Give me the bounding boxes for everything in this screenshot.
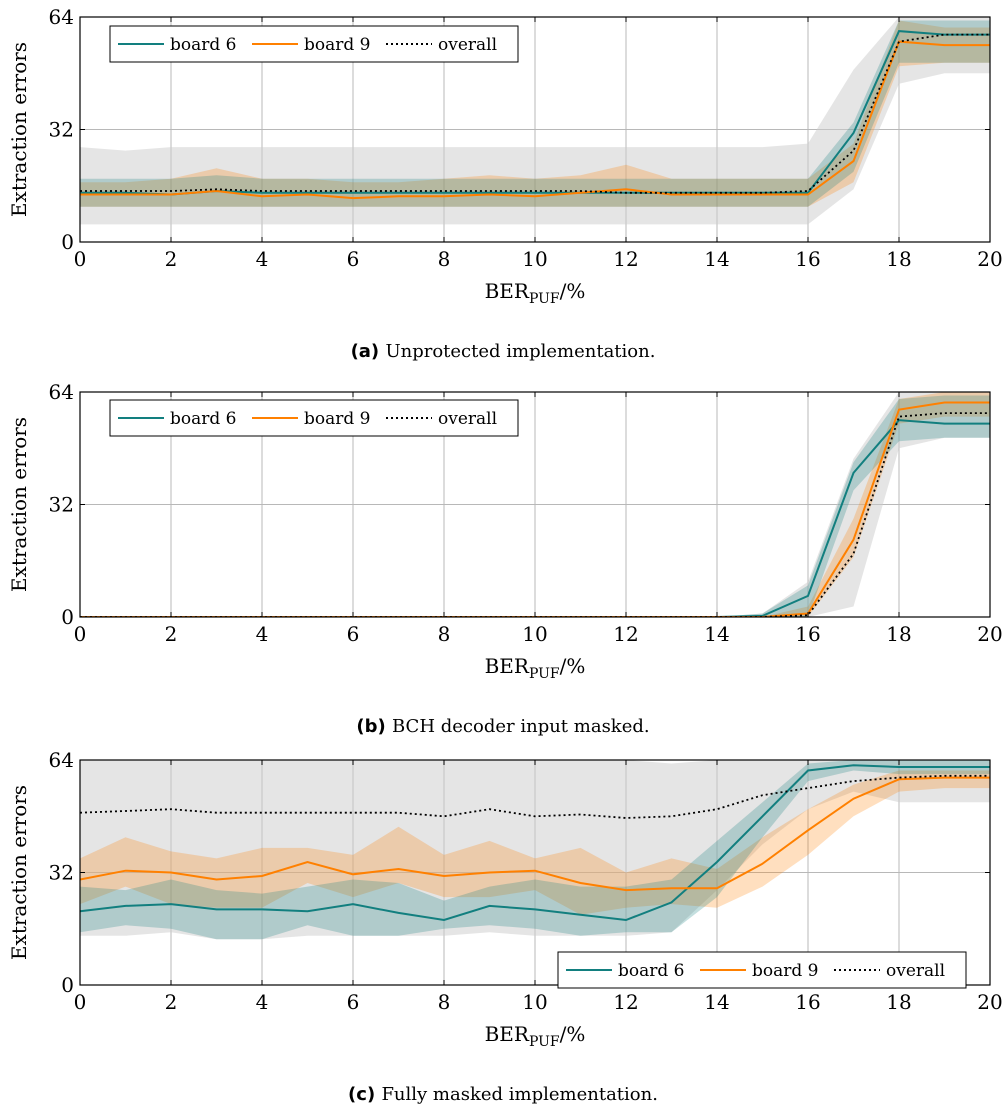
plot-area bbox=[80, 760, 990, 940]
x-tick-label: 8 bbox=[438, 990, 451, 1014]
legend-label-board-9: board 9 bbox=[304, 409, 370, 429]
series-line-board-6 bbox=[80, 419, 990, 617]
series-line-overall bbox=[80, 33, 990, 194]
x-tick-label: 0 bbox=[74, 622, 87, 646]
x-tick-label: 20 bbox=[977, 990, 1002, 1014]
x-tick-label: 14 bbox=[704, 990, 729, 1014]
x-tick-label: 16 bbox=[795, 247, 820, 271]
x-tick-label: 12 bbox=[613, 247, 638, 271]
legend-label-overall: overall bbox=[438, 409, 497, 429]
x-tick-label: 8 bbox=[438, 247, 451, 271]
y-tick-label: 64 bbox=[49, 748, 74, 772]
x-tick-label: 16 bbox=[795, 622, 820, 646]
x-tick-label: 20 bbox=[977, 622, 1002, 646]
band-board-6 bbox=[80, 20, 990, 207]
y-tick-label: 0 bbox=[61, 605, 74, 629]
x-axis-label: BERPUF/% bbox=[485, 279, 586, 307]
y-tick-label: 0 bbox=[61, 973, 74, 997]
x-tick-label: 12 bbox=[613, 990, 638, 1014]
y-axis-label: Extraction errors bbox=[7, 42, 31, 217]
band-board-9 bbox=[80, 770, 990, 915]
band-board-9 bbox=[80, 20, 990, 207]
legend-label-board-9: board 9 bbox=[752, 961, 818, 981]
legend-label-board-6: board 6 bbox=[618, 961, 684, 981]
y-tick-label: 32 bbox=[49, 861, 74, 885]
chart-panel-1: 0 2 4 6 8 10 12 14 16 18 20 0 32 64 Extraction errors B… bbox=[7, 5, 1003, 362]
series-line-board-9 bbox=[80, 776, 990, 892]
x-tick-label: 18 bbox=[886, 622, 911, 646]
x-tick-label: 2 bbox=[165, 990, 178, 1014]
legend-label-overall: overall bbox=[438, 35, 497, 55]
legend: board 6 board 9 overall bbox=[109, 399, 519, 437]
chart-panel-3: 0 2 4 6 8 10 12 14 16 18 20 0 32 64 Extraction errors B… bbox=[7, 748, 1003, 1105]
y-tick-label: 32 bbox=[49, 118, 74, 142]
legend-label-board-9: board 9 bbox=[304, 35, 370, 55]
x-tick-label: 10 bbox=[522, 247, 547, 271]
x-axis-label: BERPUF/% bbox=[485, 1022, 586, 1050]
x-axis-label: BERPUF/% bbox=[485, 654, 586, 682]
y-axis-label: Extraction errors bbox=[7, 785, 31, 960]
x-tick-label: 14 bbox=[704, 247, 729, 271]
x-tick-label: 18 bbox=[886, 247, 911, 271]
series-line-board-6 bbox=[80, 30, 990, 196]
plot-area bbox=[80, 392, 990, 617]
band-board-9 bbox=[80, 392, 990, 617]
x-tick-label: 12 bbox=[613, 622, 638, 646]
y-tick-label: 64 bbox=[49, 5, 74, 29]
x-tick-label: 4 bbox=[256, 990, 269, 1014]
series-line-board-6 bbox=[80, 764, 990, 922]
series-line-overall bbox=[80, 774, 990, 819]
legend-box bbox=[109, 399, 519, 437]
x-tick-label: 2 bbox=[165, 622, 178, 646]
x-tick-label: 2 bbox=[165, 247, 178, 271]
legend-label-board-6: board 6 bbox=[170, 409, 236, 429]
panel-caption: (a) Unprotected implementation. bbox=[351, 341, 656, 362]
series-line-board-9 bbox=[80, 401, 990, 617]
band-board-6 bbox=[80, 395, 990, 617]
x-tick-label: 6 bbox=[347, 247, 360, 271]
panel-caption: (c) Fully masked implementation. bbox=[348, 1084, 658, 1105]
band-board-6 bbox=[80, 760, 990, 940]
y-tick-label: 0 bbox=[61, 230, 74, 254]
legend-box bbox=[557, 951, 967, 989]
x-tick-label: 18 bbox=[886, 990, 911, 1014]
x-tick-label: 0 bbox=[74, 990, 87, 1014]
x-tick-label: 14 bbox=[704, 622, 729, 646]
x-tick-label: 10 bbox=[522, 990, 547, 1014]
x-tick-label: 16 bbox=[795, 990, 820, 1014]
x-tick-label: 6 bbox=[347, 622, 360, 646]
band-overall bbox=[80, 392, 990, 617]
x-tick-label: 0 bbox=[74, 247, 87, 271]
x-tick-label: 10 bbox=[522, 622, 547, 646]
legend: board 6 board 9 overall bbox=[109, 25, 519, 63]
band-overall bbox=[80, 760, 990, 940]
panel-caption: (b) BCH decoder input masked. bbox=[356, 716, 649, 737]
y-tick-label: 32 bbox=[49, 493, 74, 517]
x-tick-label: 8 bbox=[438, 622, 451, 646]
plot-area bbox=[80, 17, 990, 225]
x-tick-label: 4 bbox=[256, 622, 269, 646]
series-line-board-9 bbox=[80, 40, 990, 200]
y-tick-label: 64 bbox=[49, 380, 74, 404]
chart-panel-2: 0 2 4 6 8 10 12 14 16 18 20 0 32 64 Extraction errors B… bbox=[7, 380, 1003, 737]
x-tick-label: 6 bbox=[347, 990, 360, 1014]
legend-box bbox=[109, 25, 519, 63]
legend-label-board-6: board 6 bbox=[170, 35, 236, 55]
x-tick-label: 4 bbox=[256, 247, 269, 271]
y-axis-label: Extraction errors bbox=[7, 417, 31, 592]
band-overall bbox=[80, 17, 990, 225]
legend: board 6 board 9 overall bbox=[557, 951, 967, 989]
legend-label-overall: overall bbox=[886, 961, 945, 981]
x-tick-label: 20 bbox=[977, 247, 1002, 271]
